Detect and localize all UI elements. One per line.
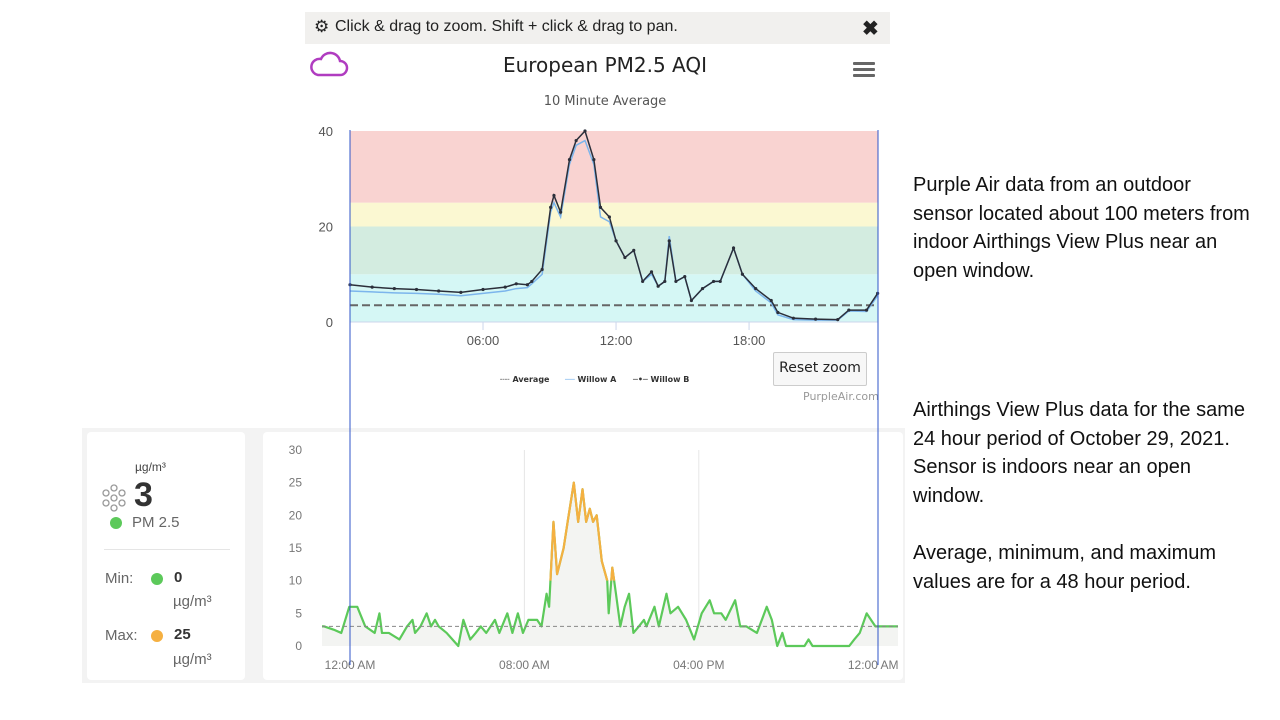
data-point — [649, 270, 654, 274]
y-tick-label: 20 — [319, 220, 333, 235]
data-point — [731, 246, 736, 250]
max-value: 25 — [174, 626, 191, 643]
data-point — [414, 287, 419, 292]
pm25-line-elevated — [549, 481, 616, 581]
aqi-band — [350, 202, 878, 227]
airthings-summary-card: µg/m³ 3 PM 2.5 Min: 0 µg/m³ Max: 25 µg/m… — [87, 432, 245, 680]
data-point — [864, 308, 869, 312]
divider — [104, 549, 230, 550]
x-tick-label: 18:00 — [733, 333, 766, 348]
data-point — [481, 287, 485, 292]
min-status-dot — [151, 573, 163, 585]
series-line-willow-b — [349, 129, 879, 321]
y-tick-label: 40 — [319, 124, 333, 139]
data-point — [689, 298, 694, 303]
y-tick-label: 25 — [289, 476, 303, 490]
min-label: Min: — [105, 570, 134, 587]
data-point — [514, 282, 518, 286]
data-point — [530, 279, 534, 284]
x-tick-label: 12:00 — [600, 333, 633, 348]
note-airthings: Airthings View Plus data for the same 24… — [913, 399, 1246, 507]
data-point — [623, 255, 627, 260]
y-tick-label: 20 — [289, 508, 303, 522]
data-point — [614, 239, 618, 243]
chart-title: European PM2.5 AQI — [502, 53, 708, 77]
data-point — [574, 138, 578, 143]
y-tick-label: 5 — [295, 606, 302, 620]
x-tick-label: 12:00 AM — [848, 658, 899, 672]
close-icon[interactable]: ✖ — [862, 18, 879, 40]
data-point — [607, 215, 611, 219]
data-point — [683, 275, 687, 279]
max-status-dot — [151, 630, 163, 642]
y-tick-label: 0 — [326, 315, 333, 330]
data-point — [583, 129, 587, 133]
reset-zoom-button[interactable]: Reset zoom — [773, 352, 867, 386]
data-point — [392, 286, 396, 291]
data-point — [674, 279, 678, 284]
data-point — [740, 272, 745, 276]
legend-average[interactable]: ╌╌ Average — [500, 375, 550, 384]
zoom-hint-text: Click & drag to zoom. Shift + click & dr… — [335, 18, 678, 35]
y-tick-label: 15 — [289, 541, 303, 555]
data-point — [598, 205, 603, 209]
data-point — [503, 285, 507, 289]
data-point — [549, 205, 553, 209]
min-unit: µg/m³ — [173, 593, 212, 610]
area-fill — [322, 482, 898, 646]
data-point — [836, 318, 840, 322]
y-tick-label: 30 — [289, 443, 303, 457]
legend-willow-b[interactable]: ─•─ Willow B — [633, 375, 690, 384]
aqi-band — [350, 131, 878, 203]
sensor-label: PM 2.5 — [132, 514, 180, 531]
data-point — [552, 193, 556, 198]
unit-label: µg/m³ — [135, 460, 166, 474]
data-point — [776, 310, 780, 315]
cloud-logo-icon — [310, 51, 349, 77]
data-point — [656, 284, 660, 288]
data-point — [813, 317, 818, 321]
data-point — [847, 308, 851, 312]
legend-willow-a[interactable]: ── Willow A — [565, 375, 617, 384]
data-point — [525, 283, 529, 287]
data-point — [437, 289, 441, 293]
data-point — [459, 290, 463, 294]
data-point — [632, 248, 636, 252]
data-point — [559, 210, 563, 214]
data-point — [592, 158, 596, 162]
note-stats: Average, minimum, and maximum values are… — [913, 542, 1217, 593]
purpleair-credit-link[interactable]: PurpleAir.com — [803, 390, 879, 403]
y-tick-label: 10 — [289, 574, 303, 588]
particles-icon — [102, 484, 126, 512]
min-value: 0 — [174, 569, 183, 586]
data-point — [370, 285, 374, 289]
y-tick-label: 0 — [295, 639, 302, 653]
zoom-hint-toolbar: ⚙ Click & drag to zoom. Shift + click & … — [305, 12, 890, 44]
status-dot-good — [110, 517, 122, 529]
data-point — [754, 286, 758, 291]
aqi-band — [350, 274, 878, 322]
data-point — [663, 279, 667, 284]
data-point — [567, 158, 572, 162]
data-point — [769, 298, 773, 303]
x-tick-label: 08:00 AM — [499, 658, 550, 672]
data-point — [667, 239, 671, 243]
hamburger-menu-icon[interactable] — [853, 62, 875, 80]
x-tick-label: 06:00 — [467, 333, 500, 348]
max-unit: µg/m³ — [173, 651, 212, 668]
data-point — [700, 286, 705, 291]
data-point — [791, 316, 796, 320]
data-point — [718, 279, 722, 284]
chart-subtitle: 10 Minute Average — [543, 94, 667, 109]
note-purpleair: Purple Air data from an outdoor sensor l… — [913, 174, 1250, 282]
current-value: 3 — [134, 476, 153, 514]
data-point — [711, 279, 716, 284]
data-point — [540, 267, 544, 272]
x-tick-label: 04:00 PM — [673, 658, 724, 672]
gear-icon[interactable]: ⚙ — [314, 17, 330, 36]
data-point — [641, 279, 645, 284]
max-label: Max: — [105, 627, 138, 644]
